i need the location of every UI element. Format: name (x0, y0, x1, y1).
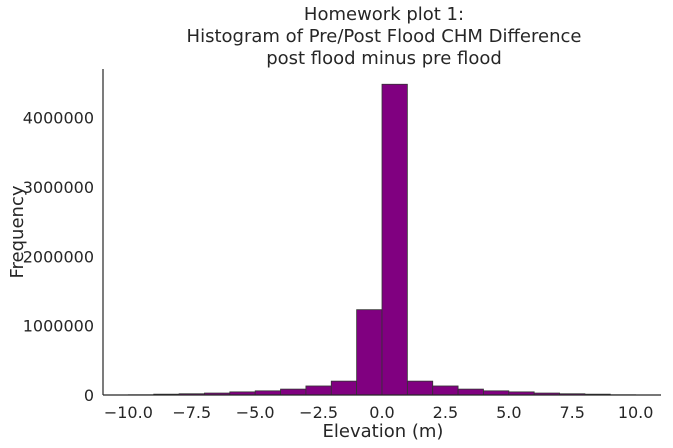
x-tick-label: 7.5 (560, 403, 585, 422)
histogram-bar-11 (406, 380, 434, 396)
histogram-bar-7 (305, 385, 332, 396)
histogram-bar-5 (254, 390, 281, 396)
histogram-bars (127, 83, 637, 396)
y-tick-label: 0 (84, 386, 94, 405)
histogram-bar-6 (280, 388, 307, 396)
histogram-bar-13 (457, 388, 484, 396)
chart-title: Homework plot 1: Histogram of Pre/Post F… (187, 4, 582, 69)
y-axis-label: Frequency (7, 185, 28, 278)
x-axis-label: Elevation (m) (323, 421, 444, 442)
y-tick-label: 4000000 (23, 109, 94, 128)
x-tick-label: 0.0 (369, 403, 394, 422)
x-tick-label: −2.5 (299, 403, 338, 422)
histogram-bar-12 (432, 385, 459, 396)
histogram-bar-9 (356, 309, 383, 396)
x-tick-label: 2.5 (433, 403, 458, 422)
x-axis-ticks: −10.0 −7.5 −5.0 −2.5 0.0 2.5 5.0 7.5 10.0 (104, 403, 654, 422)
histogram-bar-10 (381, 83, 408, 396)
x-tick-label: 10.0 (618, 403, 654, 422)
y-axis-ticks: 0 1000000 2000000 3000000 4000000 (23, 109, 94, 405)
histogram-bar-8 (330, 380, 358, 396)
x-tick-label: −5.0 (236, 403, 275, 422)
title-line-1: Homework plot 1: (304, 4, 464, 25)
y-tick-label: 3000000 (23, 178, 94, 197)
histogram-bar-14 (483, 390, 510, 396)
title-line-2: Histogram of Pre/Post Flood CHM Differen… (187, 26, 582, 47)
x-tick-label: −10.0 (104, 403, 153, 422)
y-tick-label: 1000000 (23, 317, 94, 336)
title-line-3: post flood minus pre flood (266, 48, 502, 69)
y-tick-label: 2000000 (23, 247, 94, 266)
x-tick-label: 5.0 (496, 403, 521, 422)
x-tick-label: −7.5 (172, 403, 211, 422)
